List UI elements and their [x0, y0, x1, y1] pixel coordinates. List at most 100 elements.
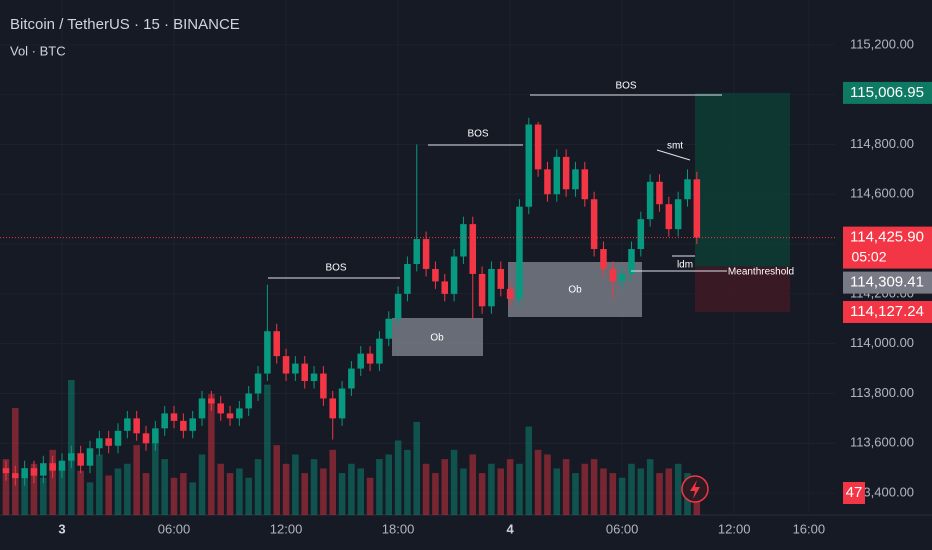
volume-bar: [516, 463, 523, 515]
candle-body: [282, 356, 290, 374]
y-tick-label: 113,400.00: [850, 485, 914, 500]
x-tick-label: 4: [506, 521, 514, 536]
candle-body: [198, 398, 206, 419]
candle-body: [114, 430, 122, 446]
y-tick-label: 114,000.00: [850, 335, 914, 350]
candle-body: [488, 268, 495, 307]
volume-bar: [254, 459, 262, 515]
volume-bar: [310, 459, 318, 515]
candle-body: [30, 468, 38, 476]
candle-body: [516, 206, 523, 299]
candle-body: [572, 169, 579, 190]
volume-bar: [404, 449, 411, 515]
entry-label-bg: [843, 271, 932, 294]
volume-bar: [525, 426, 533, 515]
loss-zone: [695, 266, 790, 312]
candle-body: [77, 453, 84, 466]
volume-bar: [562, 459, 570, 515]
candle-body: [413, 239, 421, 264]
volume-bar: [189, 482, 196, 515]
volume-bar: [49, 449, 56, 515]
countdown: 05:02: [851, 248, 886, 264]
candle-body: [590, 199, 598, 250]
volume-bar: [469, 454, 477, 515]
y-tick-label: 114,600.00: [850, 186, 914, 201]
candle-body: [226, 413, 234, 419]
candle-body: [618, 273, 626, 282]
candle-body: [105, 438, 112, 446]
volume-bar: [572, 473, 579, 515]
volume-bar: [441, 459, 449, 515]
y-tick-label: 113,800.00: [850, 385, 914, 400]
entry-label: 114,309.41: [850, 274, 924, 291]
candle-body: [245, 393, 252, 409]
candle-body: [460, 224, 467, 257]
candle-body: [684, 179, 691, 200]
volume-bar: [665, 468, 673, 515]
volume-bar: [105, 475, 112, 515]
candle-body: [628, 249, 635, 274]
volume-bar: [329, 449, 336, 515]
candle-body: [478, 273, 486, 307]
candle-body: [357, 353, 365, 369]
volume-bar: [77, 470, 84, 515]
y-tick-label: 114,800.00: [850, 136, 914, 151]
volume-bar: [338, 473, 346, 515]
volume-bar: [674, 463, 682, 515]
volume-bar: [226, 473, 234, 515]
last-price-label: 114,425.90: [850, 229, 924, 246]
candle-body: [544, 169, 551, 195]
volume-bar: [273, 445, 280, 515]
volume-bar: [637, 468, 645, 515]
candle-body: [656, 181, 663, 205]
candle-body: [646, 181, 654, 220]
candle-body: [553, 156, 561, 195]
volume-bar: [366, 477, 374, 515]
volume-bar: [245, 477, 252, 515]
candle-body: [152, 428, 159, 444]
candle-body: [217, 403, 224, 414]
x-tick-label: 06:00: [606, 521, 639, 536]
candle-body: [236, 408, 243, 419]
candle-body: [68, 453, 75, 461]
candle-body: [208, 398, 215, 404]
candle-body: [161, 413, 168, 429]
x-tick-label: 12:00: [718, 521, 751, 536]
volume-bar: [460, 468, 467, 515]
volume-bar: [534, 449, 542, 515]
volume-bar: [21, 473, 28, 515]
volume-bar: [30, 463, 38, 515]
candle-body: [581, 169, 589, 200]
stop-label-bg: [843, 300, 932, 323]
profit-zone: [695, 92, 790, 267]
candle-body: [170, 413, 178, 421]
candle-body: [12, 473, 19, 479]
volume-bar: [208, 393, 215, 515]
x-tick-label: 12:00: [270, 521, 303, 536]
volume-bar: [385, 454, 393, 515]
candle-body: [637, 219, 645, 250]
volume-bar: [432, 473, 439, 515]
volume-bar: [114, 468, 122, 515]
volume-bar: [292, 454, 299, 515]
candle-body: [600, 249, 607, 269]
volume-bar: [40, 477, 47, 515]
stop-label: 114,127.24: [850, 303, 924, 320]
volume-bar: [348, 463, 355, 515]
candle-body: [264, 331, 271, 374]
candle-body: [310, 373, 318, 382]
volume-bar: [646, 459, 654, 515]
x-tick-label: 16:00: [793, 521, 826, 536]
alert-bolt: [690, 480, 700, 499]
target-label: 115,006.95: [850, 84, 924, 101]
volume-bar: [488, 463, 495, 515]
target-label-bg: [843, 81, 932, 104]
x-tick-label: 18:00: [382, 521, 415, 536]
chart-title: Bitcoin / TetherUS · 15 · BINANCE: [10, 16, 240, 33]
volume-bar: [376, 459, 383, 515]
volume-bar: [170, 477, 178, 515]
candle-body: [86, 448, 94, 466]
candle-body: [189, 418, 196, 431]
